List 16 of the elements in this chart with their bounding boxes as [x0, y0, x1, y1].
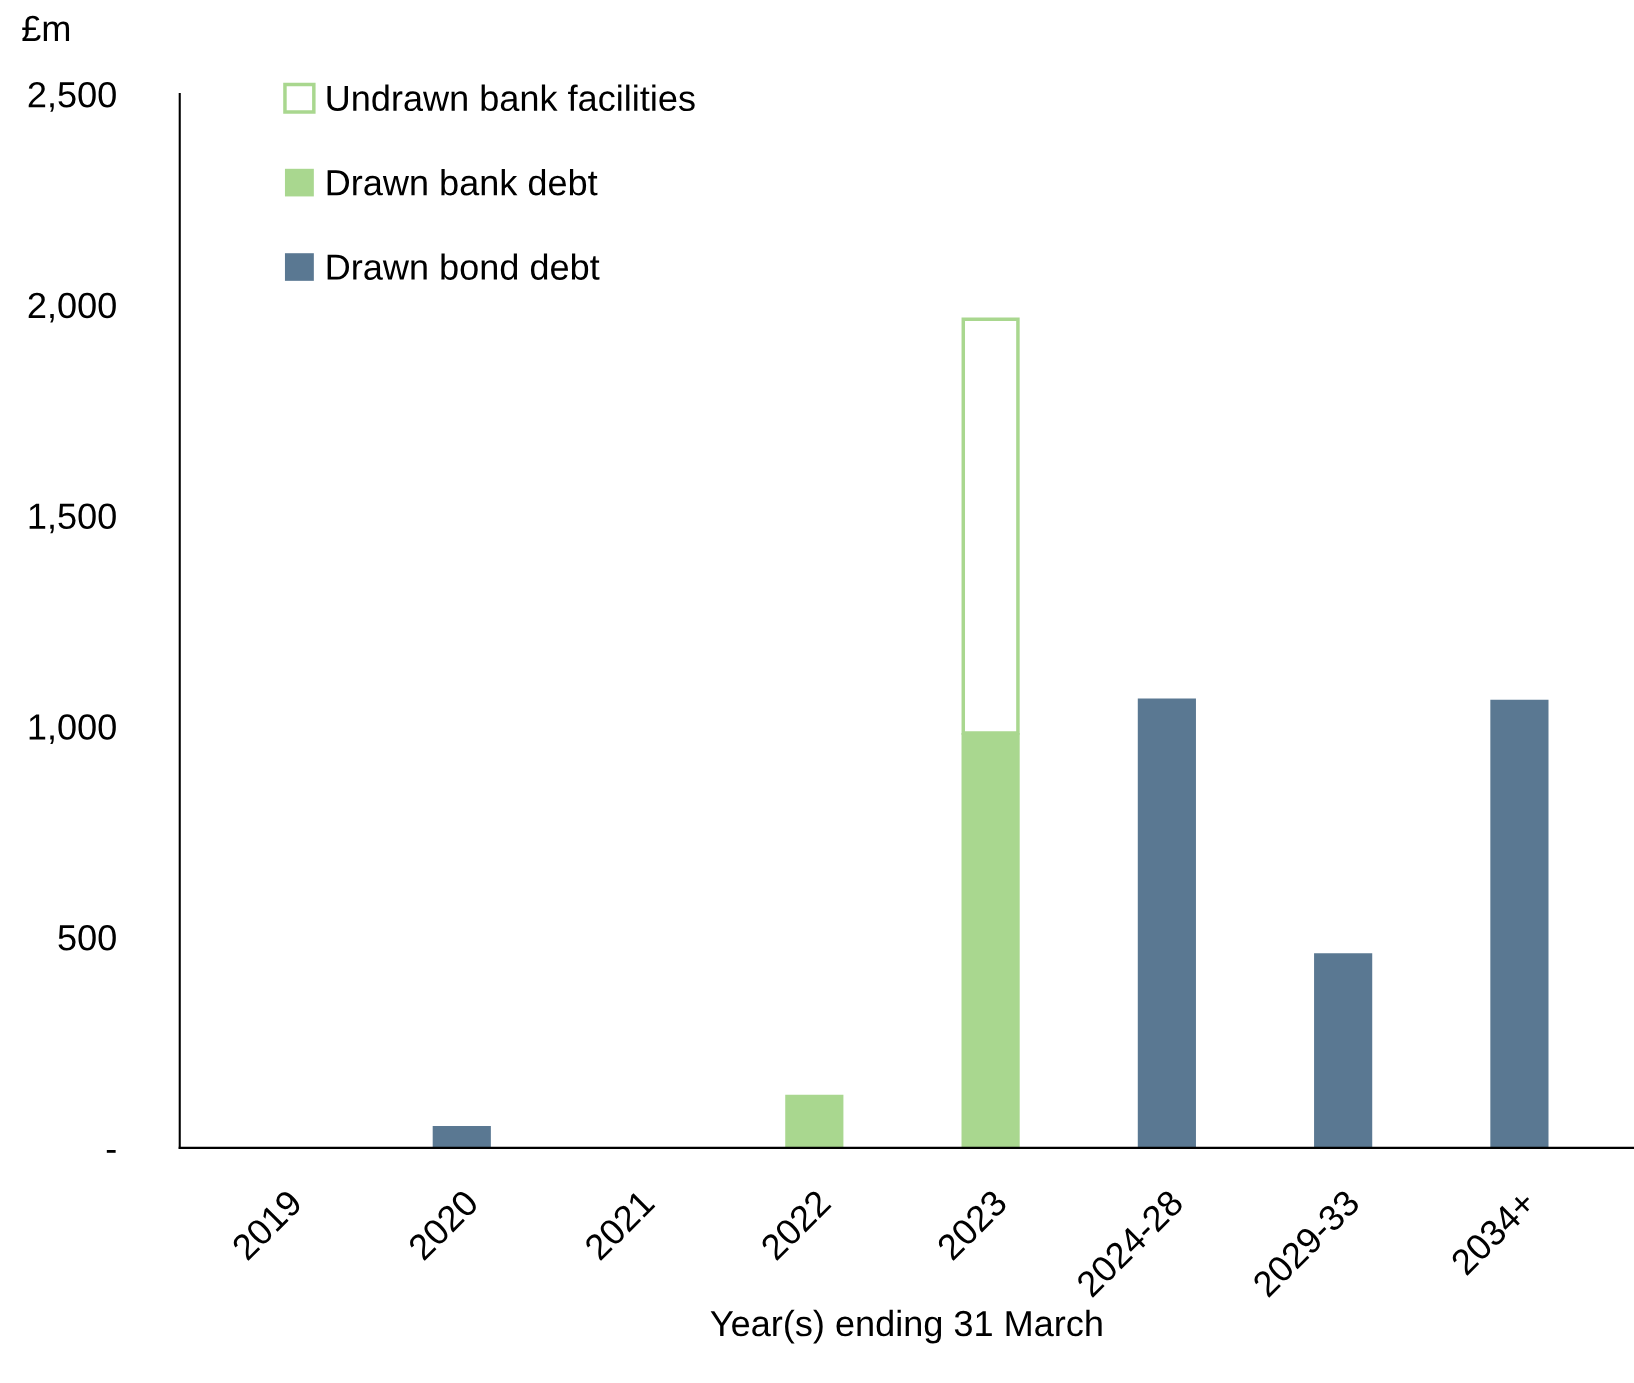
bar	[1490, 699, 1549, 1148]
legend-label: Drawn bank debt	[327, 168, 598, 196]
y-tick-label: 2,000	[28, 292, 116, 323]
y-tick-label: -	[106, 1149, 116, 1153]
legend-label: Drawn bond debt	[327, 253, 600, 280]
y-axis-title: £m	[22, 15, 70, 41]
y-tick-label: 1,000	[29, 714, 116, 745]
bar	[1314, 953, 1373, 1148]
x-axis-title: Year(s) ending 31 March	[710, 1309, 1102, 1344]
legend-label: Undrawn bank facilities	[327, 84, 695, 112]
bar	[1137, 698, 1196, 1148]
bar	[785, 1094, 844, 1148]
bar	[432, 1125, 491, 1148]
y-tick-label: 2,500	[28, 81, 116, 112]
y-tick-label: 500	[58, 924, 116, 951]
y-tick-label: 1,500	[29, 503, 116, 534]
